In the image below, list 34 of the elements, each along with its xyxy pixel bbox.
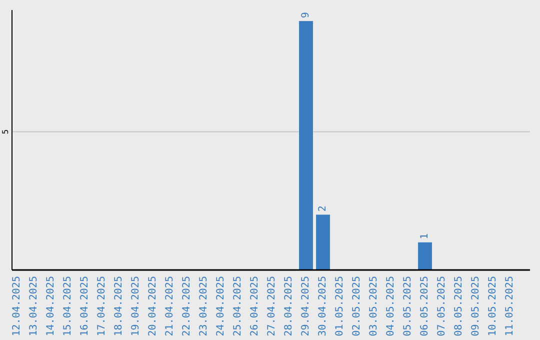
x-tick-label: 19.04.2025 [130,276,142,336]
x-tick-label: 11.05.2025 [504,276,516,336]
x-tick-label: 02.05.2025 [352,276,362,336]
x-tick-label: 10.05.2025 [488,276,498,336]
x-tick-label: 20.04.2025 [148,276,158,336]
data-label: 9 [300,12,312,18]
x-tick-label: 18.04.2025 [114,276,124,336]
x-tick-label: 16.04.2025 [80,276,90,336]
x-tick-label: 04.05.2025 [386,276,396,336]
x-tick-label: 27.04.2025 [266,276,278,336]
x-tick-label: 13.04.2025 [28,276,40,336]
x-tick-label: 17.04.2025 [96,276,108,336]
x-tick-label: 05.05.2025 [402,276,414,336]
x-tick-label: 22.04.2025 [182,276,192,336]
x-tick-label: 24.04.2025 [216,276,226,336]
data-label: 1 [420,233,430,240]
x-tick-label: 12.04.2025 [12,276,22,336]
x-tick-label: 01.05.2025 [334,276,346,336]
x-tick-label: 15.04.2025 [62,276,74,336]
x-tick-label: 07.05.2025 [436,276,448,336]
x-tick-label: 30.04.2025 [318,276,328,336]
data-label: 2 [318,206,328,212]
x-tick-label: 03.05.2025 [368,276,380,336]
x-tick-label: 09.05.2025 [470,276,482,336]
x-tick-label: 14.04.2025 [46,276,56,336]
x-tick-label: 29.04.2025 [300,276,312,336]
x-tick-label: 23.04.2025 [198,276,210,336]
ref-line-label: 5 [1,129,10,134]
x-tick-label: 25.04.2025 [232,276,244,336]
x-tick-label: 28.04.2025 [284,276,294,336]
x-tick-label: 06.05.2025 [420,276,430,336]
x-tick-label: 08.05.2025 [454,276,464,336]
x-tick-label: 21.04.2025 [164,276,176,336]
x-tick-label: 26.04.2025 [250,276,260,336]
